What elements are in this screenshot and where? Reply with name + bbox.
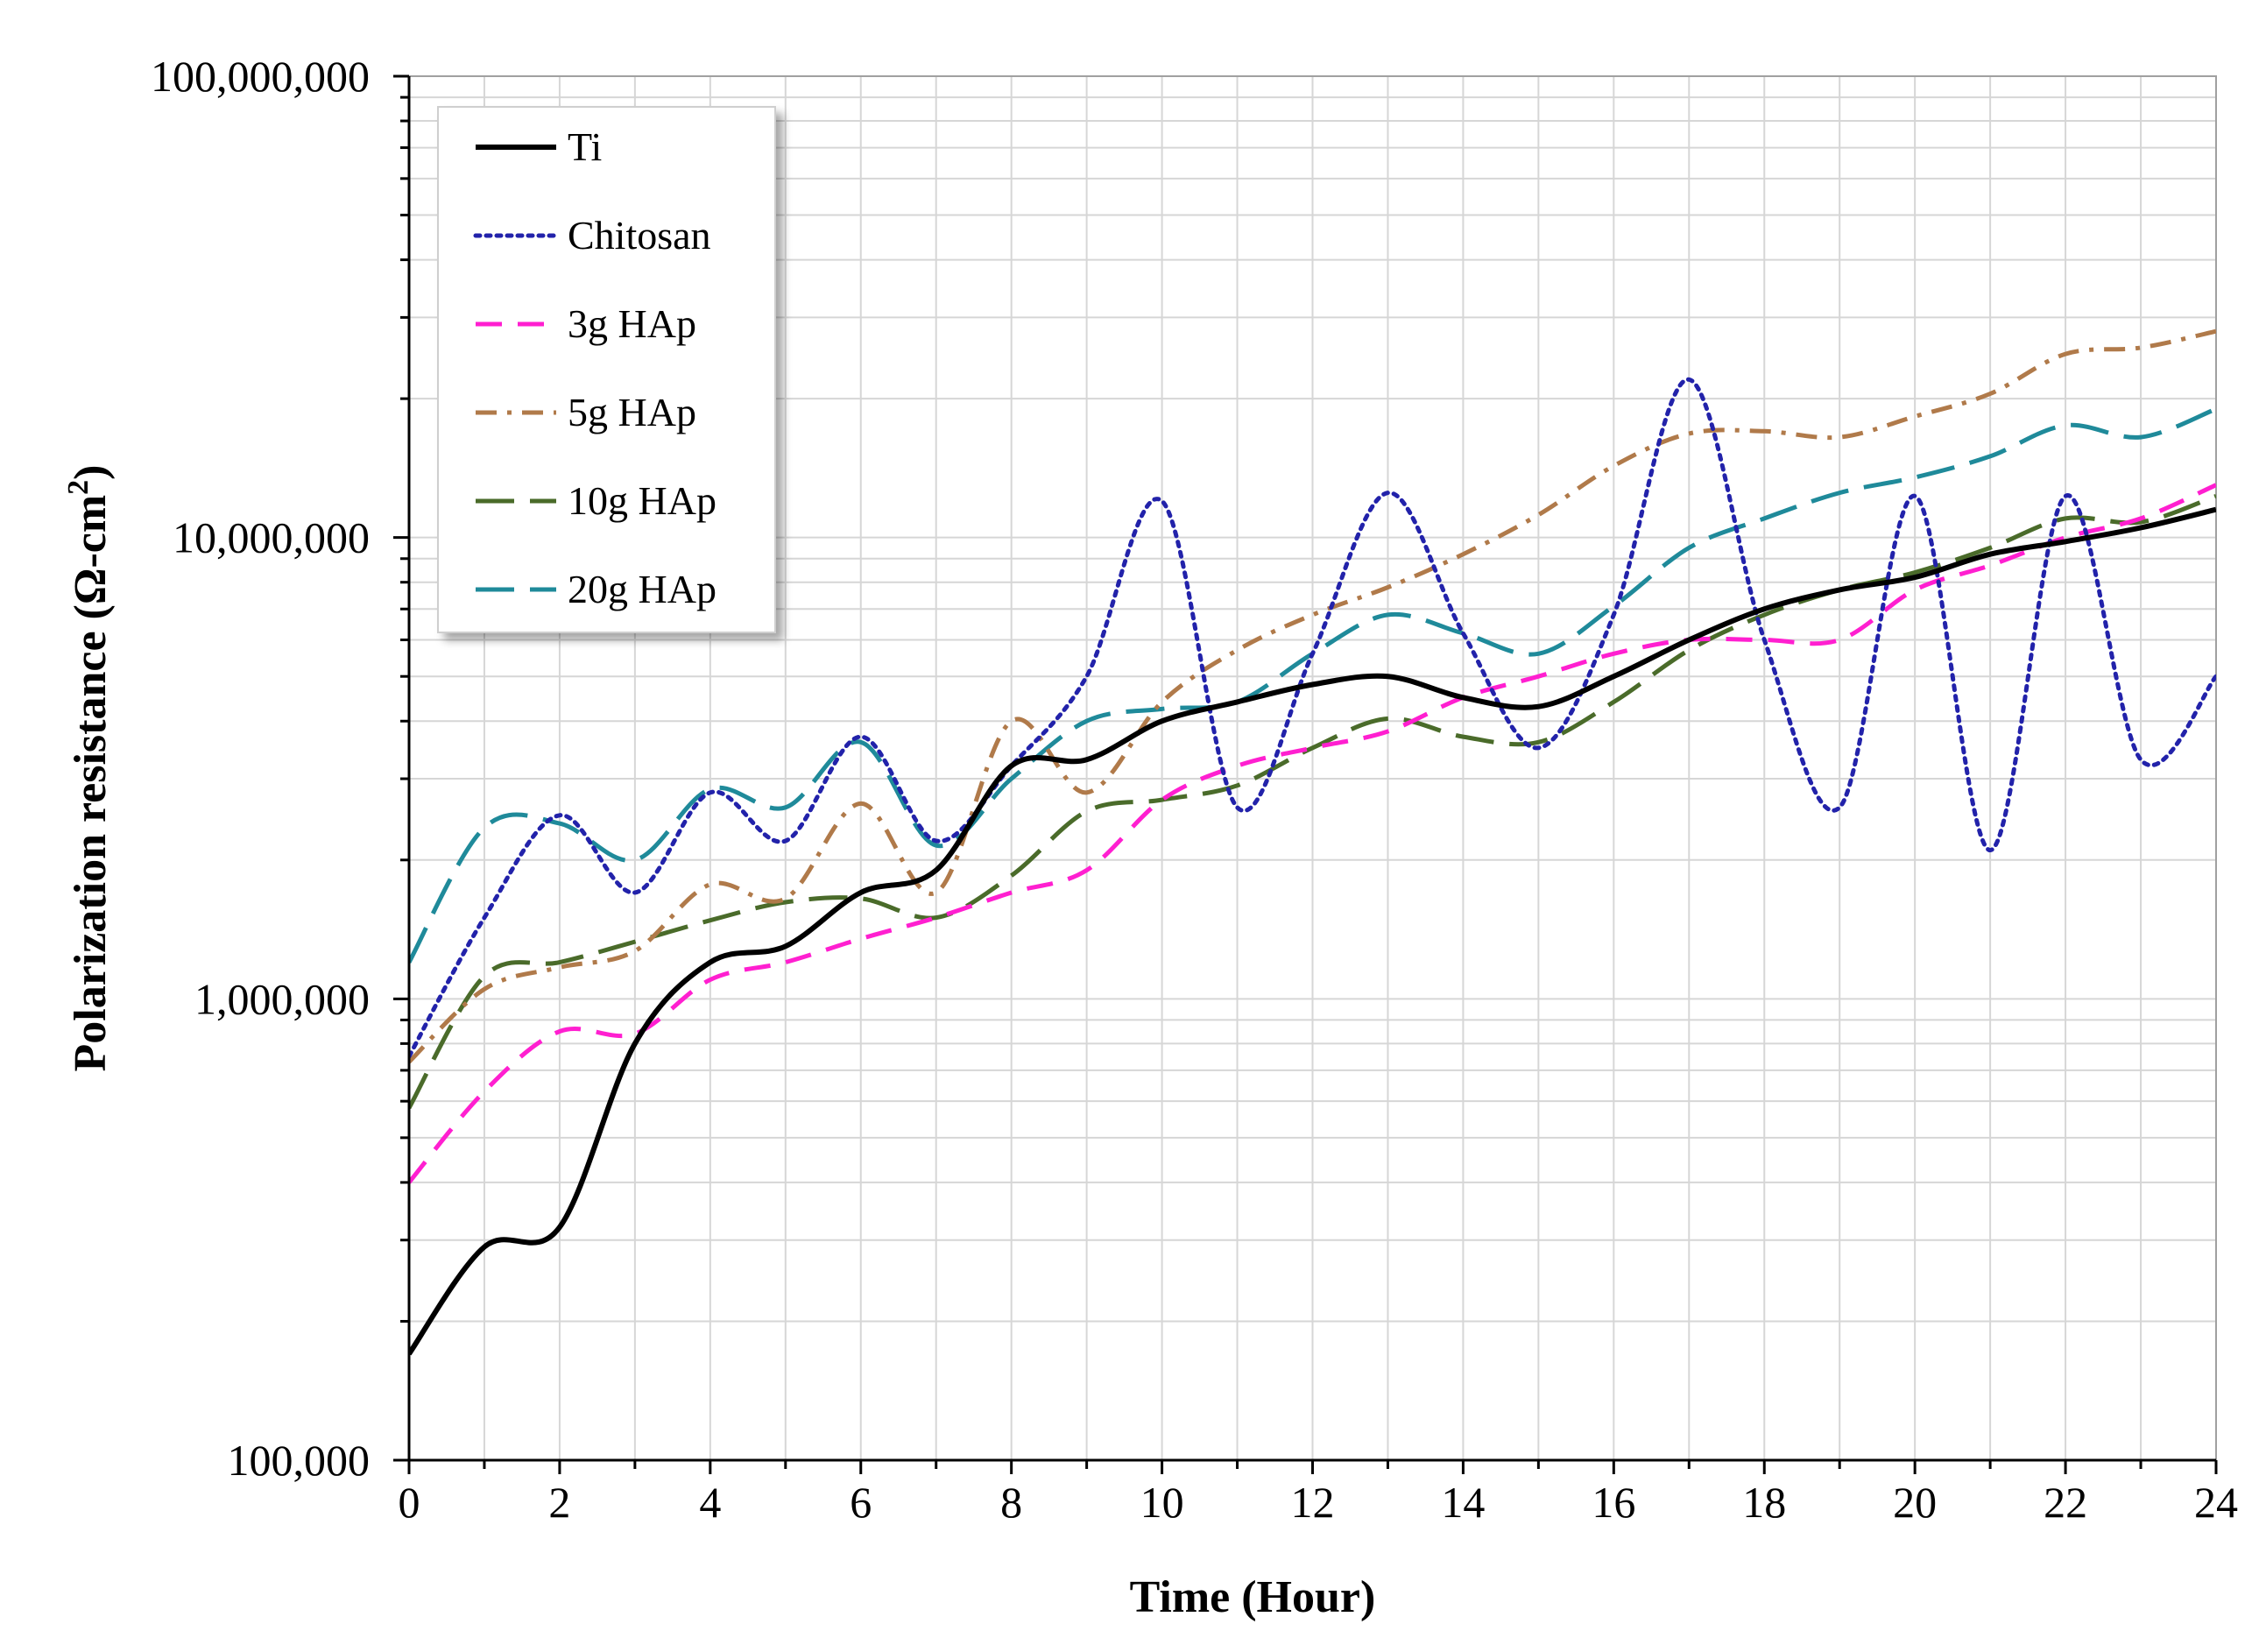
legend-label-ti: Ti — [568, 124, 602, 169]
series-line-5g-hap — [409, 328, 2216, 1064]
x-tick-label: 8 — [1000, 1478, 1022, 1527]
x-tick-label: 4 — [699, 1478, 721, 1527]
x-axis-title: Time (Hour) — [1130, 1572, 1376, 1622]
legend: Ti Chitosan 3g HAp 5g HAp 10g HAp 20g HAp — [437, 106, 776, 633]
legend-label-10g-hap: 10g HAp — [568, 478, 717, 523]
x-tick-label: 10 — [1140, 1478, 1184, 1527]
x-tick-label: 6 — [850, 1478, 872, 1527]
y-tick-label: 1,000,000 — [194, 974, 370, 1023]
data-series — [409, 328, 2216, 1356]
x-tick-label: 20 — [1893, 1478, 1937, 1527]
x-tick-label: 0 — [399, 1478, 420, 1527]
x-tick-label: 24 — [2194, 1478, 2238, 1527]
x-tick-label: 16 — [1592, 1478, 1635, 1527]
series-line-chitosan — [409, 377, 2216, 1059]
series-line-10g-hap — [409, 493, 2216, 1110]
x-tick-label: 22 — [2044, 1478, 2087, 1527]
series-line-20g-hap — [409, 406, 2216, 964]
legend-box — [437, 106, 776, 633]
series-line-ti — [409, 506, 2216, 1356]
x-tick-label: 12 — [1291, 1478, 1335, 1527]
x-tick-label: 18 — [1742, 1478, 1786, 1527]
legend-label-20g-hap: 20g HAp — [568, 567, 717, 611]
y-tick-label: 100,000 — [228, 1436, 371, 1485]
axes: 0 2 4 6 8 10 12 14 16 18 20 22 24100,0001,000,00010,… — [151, 52, 2238, 1527]
y-axis-title: Polarization resistance (Ω-cm2) — [62, 464, 116, 1071]
y-tick-label: 10,000,000 — [173, 513, 370, 562]
x-tick-label: 14 — [1441, 1478, 1485, 1527]
y-tick-label: 100,000,000 — [151, 52, 370, 101]
series-line-3g-hap — [409, 483, 2216, 1184]
x-tick-label: 2 — [548, 1478, 570, 1527]
legend-label-5g-hap: 5g HAp — [568, 390, 696, 434]
legend-label-3g-hap: 3g HAp — [568, 301, 696, 346]
legend-label-chitosan: Chitosan — [568, 213, 711, 258]
